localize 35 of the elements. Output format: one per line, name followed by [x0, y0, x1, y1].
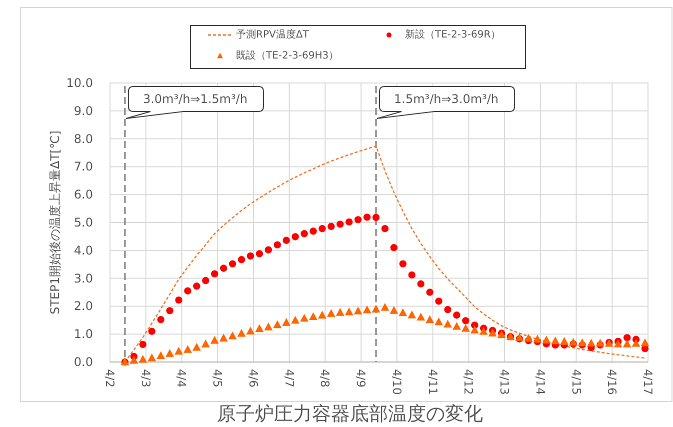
- x-tick-label: 4/17: [641, 369, 655, 395]
- x-tick-label: 4/16: [605, 369, 620, 395]
- ref-line-label: 1.5m³/h⇒3.0m³/h: [394, 92, 499, 106]
- legend-label: 予測RPV温度ΔT: [236, 28, 310, 40]
- y-tick-label: 7.0: [74, 160, 93, 174]
- x-tick-label: 4/5: [210, 369, 225, 388]
- legend-label: 既設（TE-2-3-69H3）: [236, 50, 339, 62]
- x-tick-label: 4/7: [282, 369, 296, 388]
- x-tick-label: 4/9: [354, 369, 368, 388]
- y-tick-label: 4.0: [74, 243, 93, 258]
- text: 原子炉圧力容器底部温度の変化: [217, 403, 483, 425]
- y-tick-label: 2.0: [74, 299, 93, 314]
- y-tick-label: 1.0: [74, 327, 93, 342]
- x-tick-label: 4/2: [103, 369, 117, 388]
- x-tick-label: 4/13: [498, 369, 512, 395]
- x-tick-label: 4/4: [174, 369, 189, 388]
- y-tick-label: 8.0: [74, 132, 93, 146]
- y-tick-label: 10.0: [66, 76, 93, 90]
- y-tick-label: 9.0: [74, 104, 93, 118]
- y-axis-title: STEP1開始後の温度上昇量ΔT[℃]: [48, 130, 62, 314]
- x-tick-label: 4/15: [569, 369, 584, 395]
- x-tick-label: 4/8: [318, 369, 332, 388]
- x-tick-label: 4/3: [138, 369, 153, 388]
- y-tick-label: 6.0: [74, 188, 93, 202]
- x-tick-label: 4/11: [426, 369, 440, 395]
- x-tick-label: 4/6: [246, 369, 260, 388]
- y-tick-label: 0.0: [74, 355, 93, 369]
- x-tick-label: 4/14: [533, 369, 548, 395]
- x-tick-label: 4/12: [462, 369, 476, 395]
- x-tick-label: 4/10: [390, 369, 404, 395]
- y-tick-label: 5.0: [74, 216, 93, 230]
- ref-line-label: 3.0m³/h⇒1.5m³/h: [142, 92, 248, 106]
- legend: 予測RPV温度ΔT 新設（TE-2-3-69R） 既設（TE-2-3-69H3）: [190, 25, 526, 69]
- y-tick-label: 3.0: [74, 271, 93, 286]
- legend-label: 新設（TE-2-3-69R）: [405, 28, 501, 40]
